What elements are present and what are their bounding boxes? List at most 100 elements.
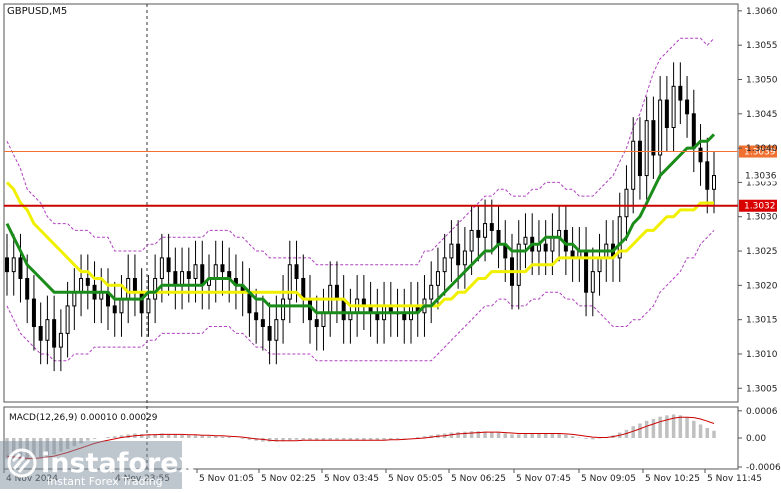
chart-title: GBPUSD,M5 (7, 6, 67, 17)
y-tick-label: 1.3055 (746, 41, 778, 51)
candle-body (691, 113, 696, 149)
ma-fast-line (5, 133, 716, 315)
candle-body (38, 326, 43, 341)
candle-body (45, 319, 50, 341)
candle-body (469, 229, 474, 252)
moving-averages (5, 133, 716, 315)
candle-body (153, 277, 158, 300)
candle-body (543, 243, 548, 252)
candle-body (712, 175, 716, 190)
candle-body (112, 305, 117, 314)
x-tick-label: 5 Nov 06:25 (451, 474, 506, 484)
candle-body (220, 264, 225, 273)
instaforex-logo-icon (7, 448, 37, 478)
y-tick-label: 1.3030 (746, 213, 778, 223)
candle-body (85, 277, 90, 286)
candle-body (254, 312, 259, 321)
candle-body (624, 188, 629, 218)
candle-body (678, 85, 683, 101)
candle-body (435, 271, 440, 286)
candle-body (321, 312, 326, 328)
candle-body (52, 319, 57, 348)
current-price-label: 1.3036 (745, 172, 777, 182)
ma-slow-line (5, 181, 714, 308)
y-tick-label: 1.3050 (746, 75, 778, 85)
candle-body (516, 243, 521, 286)
candle-body (705, 161, 710, 190)
x-tick-label: 5 Nov 03:45 (324, 474, 379, 484)
x-tick-label: 5 Nov 09:05 (581, 474, 636, 484)
candle-body (489, 223, 494, 231)
candle-body (429, 284, 434, 300)
candle-body (65, 305, 70, 334)
y-tick-label: 1.3035 (746, 178, 778, 188)
macd-label: MACD(12,26,9) 0.00010 0.00029 (9, 413, 158, 423)
level-badge (739, 199, 777, 212)
y-tick-label: 1.3005 (746, 384, 778, 394)
candle-body (563, 229, 568, 252)
candle-body (5, 257, 9, 273)
level-badge-label: 1.3032 (744, 202, 776, 212)
candle-body (173, 271, 178, 286)
candle-body (644, 120, 649, 177)
y-tick-label: 1.3040 (746, 144, 778, 154)
macd-y-tick-label: 0.0006 (746, 407, 778, 417)
candle-body (664, 99, 669, 129)
candle-body (146, 298, 151, 314)
y-tick-label: 1.3015 (746, 316, 778, 326)
candle-body (132, 277, 137, 293)
watermark: instaforex Instant Forex Trading (0, 441, 196, 489)
candle-body (449, 243, 454, 259)
candle-body (658, 99, 663, 156)
candle-body (213, 264, 218, 279)
watermark-brand: instaforex (41, 448, 196, 479)
y-tick-label: 1.3045 (746, 110, 778, 120)
candle-body (456, 243, 461, 266)
macd-signal-line (6, 416, 715, 459)
y-tick-label: 1.3020 (746, 281, 778, 291)
price-levels: 1.3039 1.3032 (4, 145, 777, 212)
candle-body (334, 284, 339, 300)
candle-body (496, 229, 501, 245)
candle-body (308, 298, 312, 321)
candle-body (274, 319, 279, 341)
candle-body (31, 298, 36, 328)
candle-body (159, 257, 164, 279)
candle-body (260, 319, 265, 328)
candle-body (25, 277, 30, 300)
candle-body (126, 277, 131, 300)
candle-body (651, 120, 656, 156)
candle-body (287, 264, 292, 300)
main-plot-frame (3, 3, 739, 403)
y-tick-label: 1.3010 (746, 350, 778, 360)
candle-body (193, 264, 198, 279)
candle-body (314, 319, 319, 328)
x-tick-label: 5 Nov 11:45 (707, 474, 762, 484)
candle-body (119, 298, 124, 314)
candle-body (11, 257, 16, 273)
candle-body (698, 147, 703, 163)
candle-body (72, 291, 77, 307)
watermark-backdrop (0, 441, 182, 489)
bollinger-lower-line (6, 230, 715, 362)
x-tick-label: 5 Nov 07:45 (516, 474, 571, 484)
level-badge-label: 1.3039 (744, 148, 776, 158)
candle-body (294, 264, 299, 279)
x-tick-label: 5 Nov 05:05 (388, 474, 443, 484)
candle-body (590, 271, 595, 293)
candle-body (637, 140, 642, 177)
candle-body (597, 257, 602, 273)
candle-body (685, 99, 690, 115)
level-badge (739, 145, 777, 158)
macd-y-tick-label: 0.00 (746, 434, 766, 444)
x-tick-label: 5 Nov 02:25 (261, 474, 316, 484)
candle-body (617, 216, 622, 259)
candle-body (180, 271, 185, 286)
candle-body (483, 223, 488, 238)
x-tick-label: 5 Nov 01:05 (199, 474, 254, 484)
watermark-tagline: Instant Forex Trading (47, 475, 163, 488)
candle-body (476, 229, 481, 238)
candle-body (139, 291, 144, 314)
